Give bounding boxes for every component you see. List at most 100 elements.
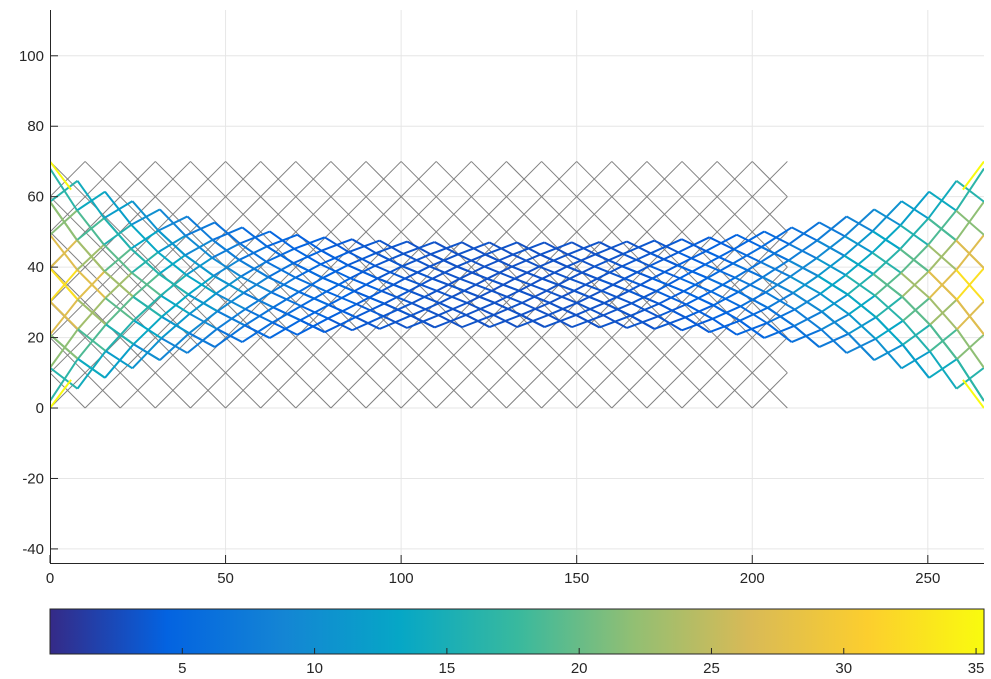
deformed-edge: [765, 275, 791, 294]
deformed-edge: [928, 190, 957, 212]
deformed-edge: [104, 191, 133, 226]
deformed-edge: [103, 243, 133, 274]
x-axis-ticks: 0 50 100 150 200 250: [46, 555, 940, 587]
deformed-edge: [710, 290, 742, 308]
deformed-edge: [50, 366, 79, 390]
colorbar-gradient: [49, 608, 985, 655]
deformed-edge: [293, 247, 322, 266]
undeformed-edge: [681, 161, 788, 268]
deformed-edge: [704, 263, 736, 279]
deformed-edge: [104, 272, 133, 299]
deformed-edge: [491, 277, 516, 292]
deformed-edge: [76, 180, 105, 219]
deformed-edge: [461, 314, 494, 329]
deformed-edge: [631, 290, 657, 305]
deformed-edge: [382, 302, 413, 318]
deformed-edge: [928, 269, 958, 299]
deformed-edge: [733, 248, 762, 264]
colorbar-tick-label: 30: [835, 660, 852, 677]
deformed-edge: [794, 308, 822, 331]
deformed-edge: [685, 290, 712, 306]
deformed-edge: [677, 236, 710, 254]
deformed-edge: [874, 294, 904, 322]
deformed-edge: [105, 295, 134, 326]
deformed-edge: [157, 251, 187, 276]
deformed-edge: [489, 241, 514, 256]
deformed-edge: [244, 308, 273, 324]
y-axis-ticks: -40 -20 0 20 40 60 80 100: [19, 48, 58, 558]
deformed-edge: [956, 328, 984, 369]
deformed-edge: [679, 277, 712, 293]
deformed-edge: [624, 265, 651, 280]
deformed-edge: [601, 277, 626, 292]
x-tick-label: 200: [740, 570, 765, 587]
deformed-edge: [875, 319, 904, 340]
deformed-edge: [493, 301, 523, 316]
deformed-edge: [765, 291, 796, 311]
deformed-edge: [50, 298, 79, 336]
deformed-edge: [411, 289, 438, 305]
undeformed-edge: [154, 161, 402, 409]
deformed-edge: [763, 230, 790, 245]
deformed-edge: [374, 264, 406, 280]
x-tick-label: 0: [46, 570, 54, 587]
deformed-edge: [105, 350, 133, 370]
deformed-edge: [538, 265, 571, 280]
deformed-edge: [300, 305, 329, 320]
undeformed-edge: [400, 161, 648, 409]
undeformed-edge: [260, 161, 507, 409]
deformed-edge: [404, 277, 438, 292]
deformed-edge: [927, 217, 957, 242]
deformed-edge: [766, 322, 793, 343]
deformed-edge: [844, 251, 873, 276]
deformed-edge: [569, 265, 595, 280]
deformed-edge: [681, 317, 713, 332]
undeformed-edge: [50, 372, 86, 409]
deformed-edge: [760, 243, 790, 263]
deformed-edge: [848, 313, 877, 340]
colorbar-tick-label: 25: [703, 660, 720, 677]
deformed-edge: [402, 252, 431, 268]
undeformed-edge: [611, 161, 788, 338]
deformed-edge: [874, 338, 903, 369]
deformed-edge: [50, 201, 78, 241]
deformed-edge: [185, 256, 213, 276]
deformed-edge: [351, 315, 384, 332]
deformed-edge: [788, 243, 817, 260]
deformed-edge: [320, 251, 350, 266]
deformed-edge: [436, 277, 461, 292]
deformed-edge: [929, 328, 958, 353]
deformed-edge: [50, 209, 78, 236]
deformed-edge: [899, 217, 930, 250]
deformed-edge: [459, 277, 493, 292]
deformed-edge: [438, 314, 463, 329]
deformed-edge: [900, 244, 929, 274]
deformed-edge: [712, 317, 738, 336]
deformed-edge: [653, 239, 679, 254]
undeformed-edge: [225, 161, 472, 409]
deformed-edge: [130, 224, 159, 253]
deformed-edge: [76, 190, 106, 212]
deformed-edge: [77, 297, 107, 330]
deformed-edge: [300, 290, 328, 307]
deformed-edge: [955, 366, 984, 390]
deformed-edge: [567, 241, 600, 256]
deformed-edge: [901, 344, 930, 379]
deformed-edge: [240, 275, 272, 294]
deformed-edge: [160, 274, 187, 297]
deformed-edge: [216, 328, 243, 343]
deformed-edge: [815, 257, 847, 276]
deformed-edge: [818, 221, 846, 238]
deformed-edge: [239, 242, 267, 263]
deformed-edge: [927, 239, 957, 273]
deformed-edge: [929, 350, 958, 390]
deformed-edge: [50, 269, 79, 302]
deformed-edge: [320, 263, 351, 280]
end-diagonal: [50, 379, 72, 409]
undeformed-edge: [84, 161, 332, 409]
deformed-edge: [406, 314, 439, 329]
deformed-edge: [901, 200, 929, 220]
deformed-edge: [459, 265, 485, 280]
deformed-edge: [844, 235, 873, 254]
